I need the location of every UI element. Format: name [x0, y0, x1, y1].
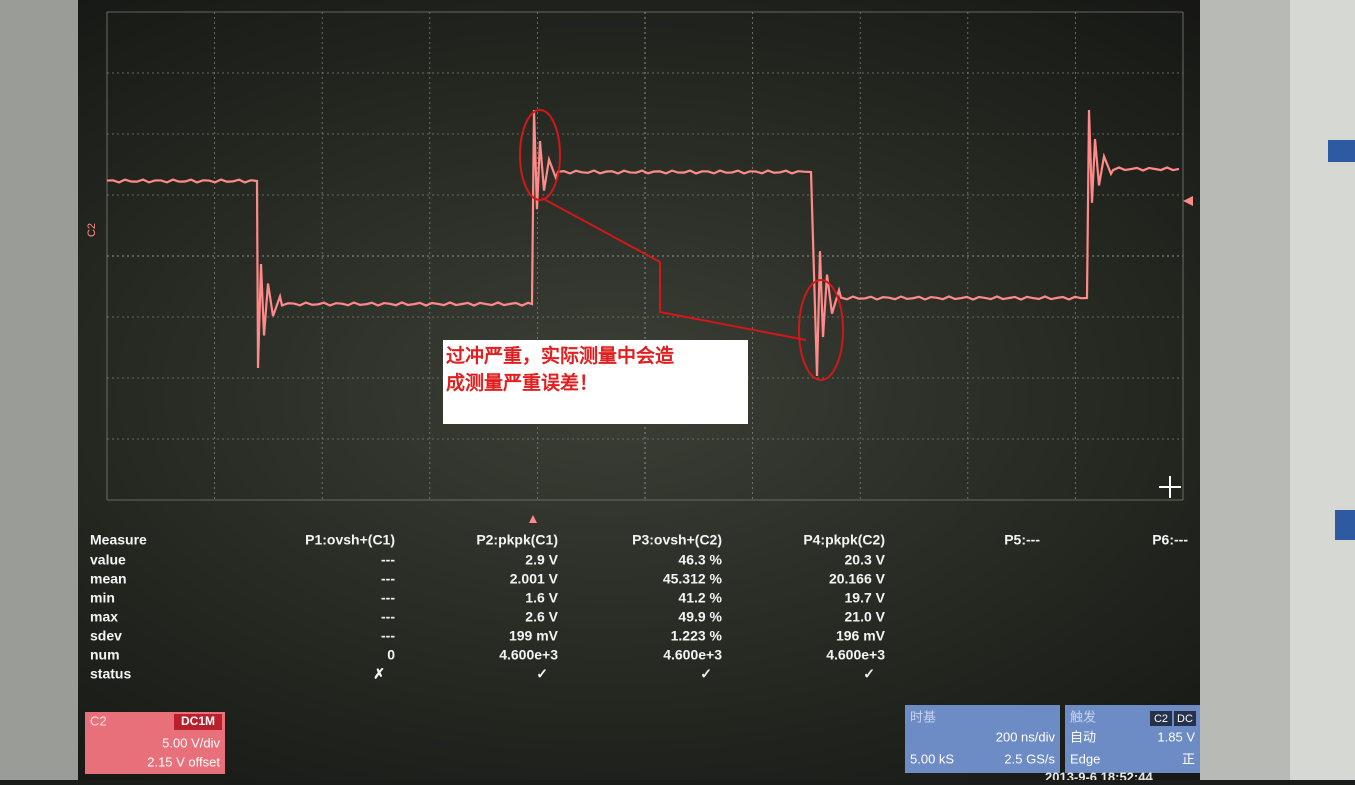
- measure-value: 41.2 %: [678, 590, 722, 606]
- measure-value: 0: [387, 647, 395, 663]
- measure-value: ---: [381, 628, 395, 644]
- trigger-title: 触发: [1070, 709, 1096, 724]
- measure-value: ---: [381, 590, 395, 606]
- measure-value: ---: [381, 609, 395, 625]
- panel-button: [1328, 140, 1355, 162]
- panel-button: [1335, 510, 1355, 540]
- measure-value: 2.9 V: [525, 552, 558, 568]
- measure-header: P6:---: [1152, 532, 1188, 548]
- measure-header: P5:---: [1004, 532, 1040, 548]
- measure-value: ✓: [863, 666, 875, 682]
- measure-value: 49.9 %: [678, 609, 722, 625]
- measure-header: P2:pkpk(C1): [476, 532, 558, 548]
- measure-value: ---: [381, 552, 395, 568]
- measure-value: 199 mV: [509, 628, 559, 644]
- connector: [541, 197, 807, 341]
- measure-value: 1.6 V: [525, 590, 558, 606]
- measure-value: 4.600e+3: [663, 647, 722, 663]
- trigger-coupling: DC: [1177, 713, 1193, 725]
- measure-label: min: [90, 590, 115, 606]
- timebase-rate: 2.5 GS/s: [1004, 751, 1055, 766]
- cursor-cross: [1159, 476, 1181, 498]
- trigger-marker: [529, 515, 537, 523]
- measure-value: 45.312 %: [663, 571, 723, 587]
- button-panel: [1290, 0, 1355, 780]
- measure-value: ---: [381, 571, 395, 587]
- trigger-source: C2: [1154, 713, 1168, 725]
- measure-value: 4.600e+3: [826, 647, 885, 663]
- timebase-title: 时基: [910, 709, 936, 724]
- highlight-circle: [519, 109, 561, 201]
- measure-value: ✗: [373, 666, 385, 682]
- measure-label: max: [90, 609, 118, 625]
- channel-coupling: DC1M: [181, 714, 215, 728]
- trigger-type: Edge: [1070, 751, 1100, 766]
- channel-offset: 2.15 V offset: [147, 754, 220, 769]
- measure-table: Measure P1:ovsh+(C1) P2:pkpk(C1) P3:ovsh+(C…: [90, 532, 1188, 682]
- measure-label: sdev: [90, 628, 122, 644]
- measure-value: 2.001 V: [510, 571, 559, 587]
- measure-value: 20.166 V: [829, 571, 886, 587]
- measure-value: 20.3 V: [845, 552, 886, 568]
- highlight-circle: [798, 279, 844, 381]
- annotation-box: [443, 340, 748, 424]
- timebase-scale: 200 ns/div: [996, 729, 1056, 744]
- trigger-level: 1.85 V: [1157, 729, 1195, 744]
- measure-label: value: [90, 552, 126, 568]
- badge: [1174, 711, 1196, 726]
- measure-header: Measure: [90, 532, 147, 548]
- measure-value: 1.223 %: [671, 628, 723, 644]
- measure-label: num: [90, 647, 120, 663]
- measure-value: ✓: [700, 666, 712, 682]
- waveform: [106, 109, 1180, 377]
- measure-header: P3:ovsh+(C2): [632, 532, 722, 548]
- left-bezel: [0, 0, 78, 780]
- trigger-slope: 正: [1182, 751, 1195, 766]
- level-marker: [1183, 196, 1193, 206]
- channel-scale: 5.00 V/div: [162, 735, 220, 750]
- timestamp: 2013-9-6 18:52:44: [1045, 769, 1153, 780]
- measure-header: P4:pkpk(C2): [803, 532, 885, 548]
- measure-label: mean: [90, 571, 127, 587]
- measure-header: P1:ovsh+(C1): [305, 532, 395, 548]
- timebase-box: [905, 705, 1060, 773]
- measure-value: 4.600e+3: [499, 647, 558, 663]
- badge: [1150, 711, 1172, 726]
- annotation-text: 过冲严重，实际测量中会造: [446, 344, 675, 367]
- measure-value: 21.0 V: [845, 609, 886, 625]
- measure-value: 2.6 V: [525, 609, 558, 625]
- channel-name: C2: [90, 713, 107, 728]
- measure-value: ✓: [536, 666, 548, 682]
- trigger-mode: 自动: [1070, 729, 1096, 744]
- annotation-text: 成测量严重误差！: [446, 371, 598, 394]
- measure-label: status: [90, 666, 131, 682]
- measure-value: 19.7 V: [845, 590, 886, 606]
- timebase-samples: 5.00 kS: [910, 751, 954, 766]
- measure-value: 196 mV: [836, 628, 886, 644]
- measure-value: 46.3 %: [678, 552, 722, 568]
- channel-marker: C2: [86, 223, 98, 237]
- coupling-badge: [174, 714, 222, 730]
